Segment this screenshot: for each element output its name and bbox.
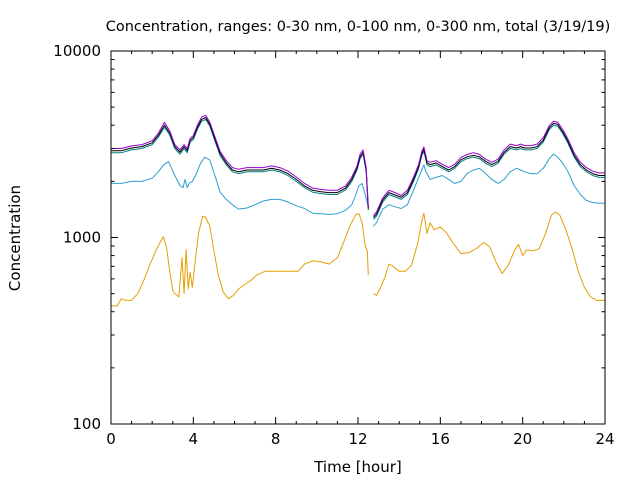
plot-frame <box>110 50 606 425</box>
series-line-2 <box>111 118 605 220</box>
x-axis-label: Time [hour] <box>313 458 402 476</box>
x-tick-label: 4 <box>189 430 199 448</box>
series-line-4 <box>111 114 605 216</box>
y-tick-label: 1000 <box>63 229 101 247</box>
series-line-3 <box>111 117 605 218</box>
series-layer <box>111 114 605 307</box>
x-tick-label: 8 <box>271 430 281 448</box>
x-tick-label: 24 <box>595 430 614 448</box>
axes-layer: 0 4 8 12 16 20 24 100 1000 10000 <box>53 42 614 448</box>
series-line-1 <box>111 153 605 227</box>
chart-title: Concentration, ranges: 0-30 nm, 0-100 nm… <box>106 19 611 35</box>
x-tick-label: 12 <box>348 430 367 448</box>
x-tick-label: 0 <box>106 430 116 448</box>
x-tick-label: 16 <box>431 430 450 448</box>
x-tick-label: 20 <box>513 430 532 448</box>
y-tick-label: 100 <box>72 415 101 433</box>
y-tick-label: 10000 <box>53 42 101 60</box>
series-line-0 <box>111 211 605 307</box>
y-axis-label: Concentration <box>6 185 24 291</box>
